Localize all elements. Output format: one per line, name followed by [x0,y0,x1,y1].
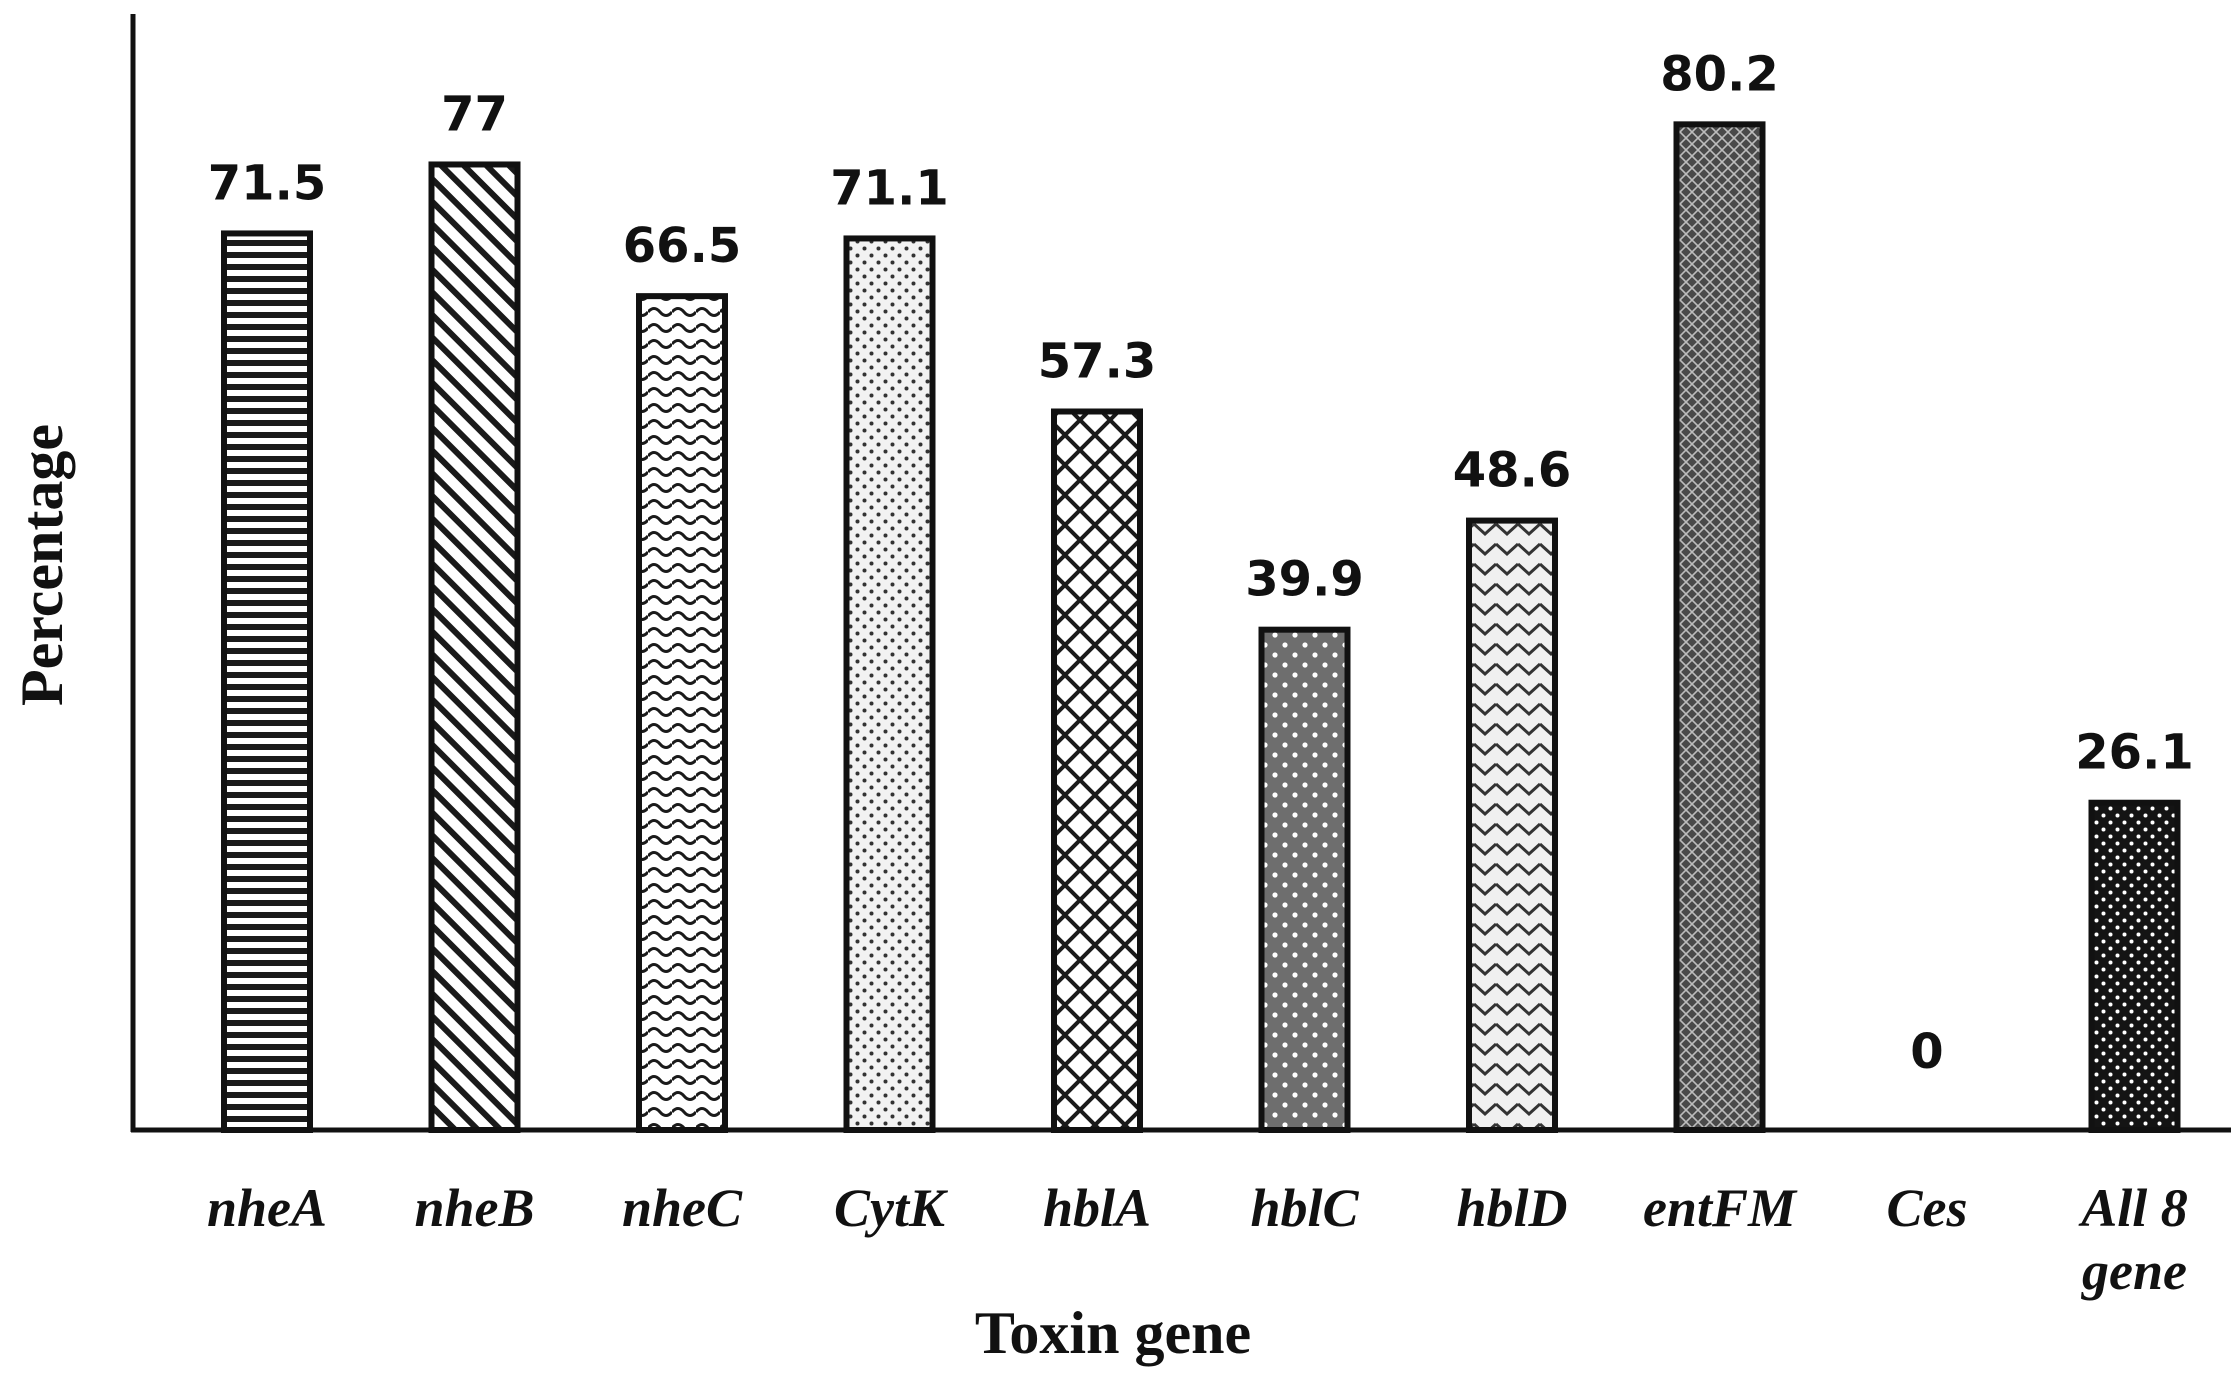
category-label-ces: Ces [1887,1178,1968,1238]
bar-nhea [221,230,313,1133]
value-label-entfm: 80.2 [1660,46,1778,102]
bars-group [221,121,2181,1134]
category-labels-group: nheA nheB nheC CytK hblA hblC hblD entFM Ces All … [207,1178,2188,1301]
bar-hbld [1466,517,1558,1133]
category-label-cytk: CytK [834,1178,949,1238]
category-label-hbld: hblD [1456,1178,1567,1238]
category-label-hblc: hblC [1250,1178,1359,1238]
bar-entfm [1673,121,1766,1133]
category-label-entfm: entFM [1643,1178,1798,1238]
category-label-all-8-gene-line-1: All 8 [2078,1178,2188,1238]
value-label-hblc: 39.9 [1245,552,1363,608]
value-labels-group: 71.5 77 66.5 71.1 57.3 39.9 48.6 80.2 0 26.1 [208,46,2194,1080]
value-label-nhec: 66.5 [623,218,741,274]
category-label-all-8-gene-line-2: gene [2081,1241,2187,1301]
bar-cytk [843,235,936,1134]
value-label-hbla: 57.3 [1038,333,1156,389]
value-label-hbld: 48.6 [1453,443,1571,499]
category-label-nhec: nheC [622,1178,743,1238]
bar-nhec [636,293,728,1133]
category-label-nheb: nheB [414,1178,534,1238]
value-label-nhea: 71.5 [208,155,326,211]
bar-hblc [1258,626,1351,1133]
value-label-ces: 0 [1910,1024,1943,1080]
x-axis-title: Toxin gene [975,1300,1251,1366]
category-label-nhea: nheA [207,1178,327,1238]
bar-hbla [1051,408,1143,1133]
value-label-cytk: 71.1 [830,160,948,216]
category-label-hbla: hblA [1043,1178,1151,1238]
bar-nheb [428,161,521,1133]
y-axis-title: Percentage [9,424,75,706]
value-label-nheb: 77 [441,86,508,142]
value-label-all-8-gene: 26.1 [2075,725,2193,781]
bar-all-8-gene [2088,799,2181,1133]
